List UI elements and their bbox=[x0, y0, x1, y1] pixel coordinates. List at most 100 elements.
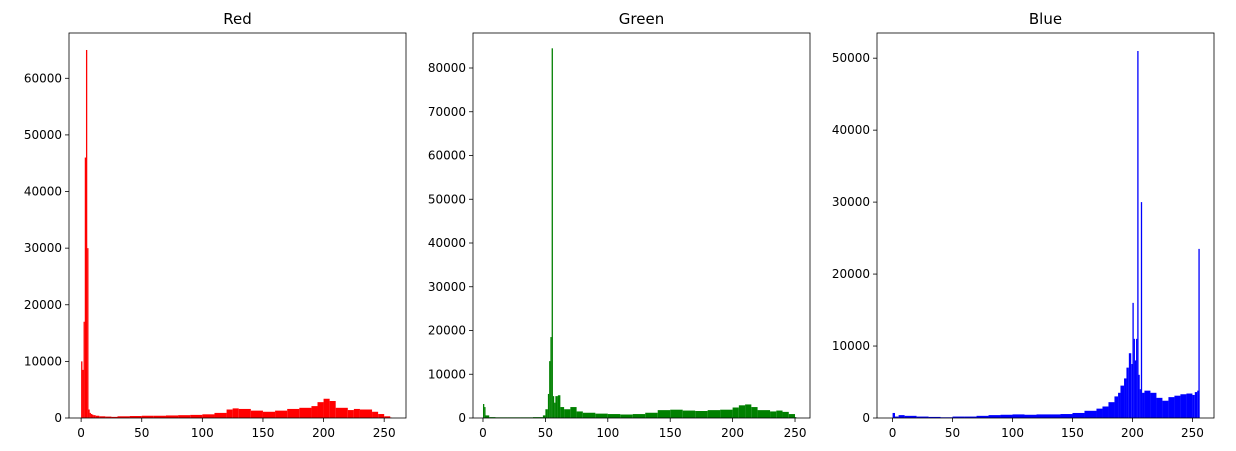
blue-histogram-bar bbox=[976, 415, 989, 418]
red-y-tick-label: 20000 bbox=[24, 298, 62, 312]
blue-y-tick-label: 50000 bbox=[832, 51, 870, 65]
blue-histogram-bar bbox=[1174, 395, 1181, 418]
blue-histogram-bar bbox=[898, 415, 905, 418]
green-histogram-bar bbox=[582, 412, 596, 418]
red-histogram-bar bbox=[299, 407, 312, 418]
green-histogram-bar bbox=[707, 410, 721, 419]
red-x-tick-label: 250 bbox=[373, 426, 396, 440]
blue-histogram-bar bbox=[1096, 408, 1103, 418]
red-histogram-bar bbox=[111, 416, 118, 418]
blue-histogram-bar bbox=[1198, 248, 1200, 418]
blue-histogram-bar bbox=[1072, 412, 1085, 418]
red-histogram-bar bbox=[226, 409, 233, 418]
red-histogram-bar bbox=[347, 410, 354, 418]
green-y-tick-label: 60000 bbox=[428, 149, 466, 163]
green-histogram-bar bbox=[482, 404, 485, 418]
green-histogram-bar bbox=[770, 411, 777, 418]
blue-y-tick-label: 10000 bbox=[832, 339, 870, 353]
blue-histogram-bar bbox=[1128, 353, 1132, 418]
red-y-tick-label: 50000 bbox=[24, 128, 62, 142]
blue-histogram-bar bbox=[1102, 406, 1109, 418]
red-histogram-bar bbox=[141, 415, 154, 418]
green-histogram-bar bbox=[555, 396, 558, 419]
blue-histogram-bar bbox=[1118, 392, 1121, 418]
green-histogram-bar bbox=[485, 415, 490, 419]
blue-x-tick-label: 150 bbox=[1061, 426, 1084, 440]
green-histogram-bar bbox=[751, 407, 758, 418]
green-y-tick-label: 10000 bbox=[428, 367, 466, 381]
green-histogram-bar bbox=[542, 415, 546, 419]
green-histogram-bar bbox=[745, 404, 752, 418]
green-x-tick-label: 250 bbox=[784, 426, 807, 440]
green-histogram-bar bbox=[670, 409, 683, 418]
blue-histogram-bar bbox=[1156, 397, 1163, 418]
blue-histogram-bar bbox=[1108, 402, 1115, 418]
blue-histogram-bar bbox=[1136, 338, 1138, 418]
blue-histogram-bar bbox=[1138, 374, 1140, 418]
green-histogram-bar bbox=[545, 409, 548, 418]
green-histogram-bar bbox=[552, 396, 555, 419]
blue-histogram-bar bbox=[1144, 390, 1151, 418]
red-x-tick-label: 100 bbox=[191, 426, 214, 440]
red-histogram-bar bbox=[90, 414, 93, 418]
blue-bars bbox=[892, 50, 1200, 419]
red-histogram-bar bbox=[214, 412, 227, 418]
blue-histogram-bar bbox=[1084, 410, 1097, 418]
blue-y-tick-label: 0 bbox=[862, 411, 870, 425]
blue-histogram-bar bbox=[1126, 367, 1129, 418]
red-histogram-bar bbox=[99, 416, 106, 418]
red-x-tick-label: 200 bbox=[312, 426, 335, 440]
blue-histogram-bar bbox=[1048, 414, 1061, 418]
green-histogram-bar bbox=[645, 412, 658, 418]
red-histogram-bar bbox=[384, 416, 391, 418]
blue-y-tick-label: 20000 bbox=[832, 267, 870, 281]
green-histogram-bar bbox=[551, 48, 553, 419]
blue-histogram-bar bbox=[916, 416, 929, 418]
red-y-tick-label: 0 bbox=[54, 411, 62, 425]
red-histogram-bar bbox=[82, 369, 84, 419]
green-histogram-bar bbox=[570, 407, 577, 418]
red-x-tick-label: 150 bbox=[252, 426, 275, 440]
blue-histogram-bar bbox=[1120, 385, 1125, 418]
blue-histogram-bar bbox=[892, 412, 895, 418]
green-histogram-bar bbox=[738, 405, 746, 418]
red-histogram-bar bbox=[238, 408, 251, 418]
red-chart-title: Red bbox=[223, 10, 252, 28]
red-histogram-bar bbox=[202, 414, 215, 418]
red-histogram-bar bbox=[353, 408, 360, 418]
blue-histogram-bar bbox=[1137, 50, 1139, 419]
green-histogram-bar bbox=[489, 417, 496, 419]
red-y-tick-label: 40000 bbox=[24, 185, 62, 199]
red-histogram-bar bbox=[372, 411, 379, 418]
red-histogram-bar bbox=[81, 361, 83, 418]
blue-histogram-bar bbox=[1133, 338, 1135, 418]
green-x-tick-label: 150 bbox=[659, 426, 682, 440]
blue-histogram-bar bbox=[1132, 302, 1134, 418]
green-chart-title: Green bbox=[619, 10, 664, 28]
red-y-tick-label: 60000 bbox=[24, 71, 62, 85]
green-histogram-bar bbox=[564, 409, 571, 418]
red-histogram-bar bbox=[329, 401, 336, 418]
green-histogram-bar bbox=[795, 417, 797, 419]
green-histogram-bar bbox=[550, 337, 552, 418]
green-y-tick-label: 30000 bbox=[428, 280, 466, 294]
blue-histogram-bar bbox=[894, 416, 899, 418]
red-histogram-bar bbox=[89, 412, 91, 418]
green-histogram-bar bbox=[620, 414, 633, 418]
green-bars bbox=[482, 48, 797, 419]
red-histogram-bar bbox=[129, 416, 142, 418]
green-histogram-bar bbox=[632, 414, 646, 418]
red-histogram-bar bbox=[178, 415, 191, 418]
green-x-tick-label: 100 bbox=[596, 426, 619, 440]
red-histogram-bar bbox=[335, 407, 348, 418]
blue-histogram-bar bbox=[1131, 364, 1133, 418]
red-histogram-bar bbox=[92, 414, 94, 418]
green-histogram-bar bbox=[532, 417, 543, 419]
red-histogram-bar bbox=[117, 416, 130, 418]
red-bars bbox=[81, 49, 392, 419]
blue-histogram-bar bbox=[1162, 400, 1169, 418]
red-x-tick-label: 0 bbox=[77, 426, 85, 440]
red-histogram-bar bbox=[190, 414, 203, 418]
red-histogram-bar bbox=[95, 415, 100, 418]
